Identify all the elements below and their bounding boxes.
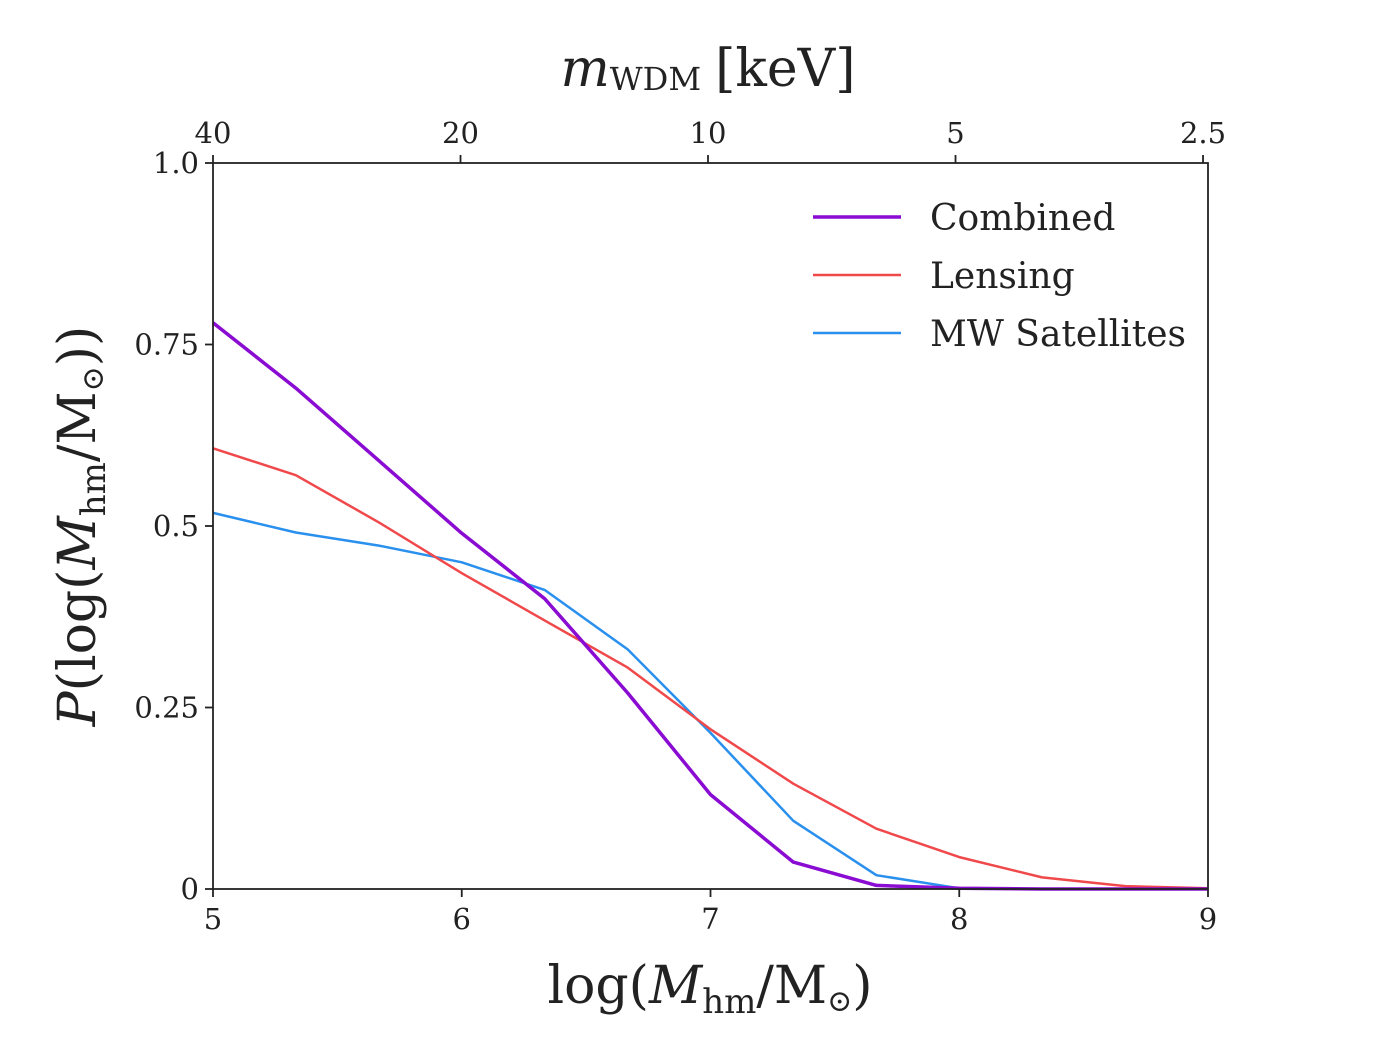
y-tick-label: 0.25	[134, 691, 199, 725]
top-tick-label: 10	[690, 116, 727, 150]
y-tick-label: 0.5	[153, 509, 199, 543]
top-tick-label: 2.5	[1180, 116, 1226, 150]
y-axis-title-sun: ⊙	[76, 366, 111, 391]
x-axis-title-pre: log(	[547, 956, 649, 1016]
x-tick-label: 6	[453, 902, 471, 936]
x-axis-title-post: /M	[756, 956, 827, 1016]
x-axis-title-close: )	[852, 956, 872, 1016]
legend: Combined Lensing MW Satellites	[813, 198, 1186, 355]
legend-label-lensing: Lensing	[930, 256, 1075, 297]
y-axis-ticks: 0 0.25 0.5 0.75 1.0	[134, 146, 213, 906]
series-lines	[211, 321, 1209, 891]
series-line-combined	[211, 321, 1208, 891]
top-axis-title: mWDM [keV]	[560, 39, 855, 99]
series-line-lensing	[212, 447, 1209, 890]
x-tick-label: 5	[204, 902, 222, 936]
x-axis-title: log(Mhm/M⊙)	[547, 956, 872, 1022]
y-axis-title-var: P	[48, 690, 108, 727]
y-axis-title-pre: (log(	[48, 570, 108, 692]
x-tick-label: 8	[950, 902, 968, 936]
top-axis-title-main: m	[560, 39, 609, 99]
x-axis-ticks: 5 6 7 8 9	[204, 889, 1217, 936]
y-tick-label: 0	[181, 872, 199, 906]
top-tick-label: 5	[946, 116, 964, 150]
series-line-mw-satellites	[212, 511, 1208, 891]
y-tick-label: 0.75	[134, 328, 199, 362]
y-axis-title-close: ))	[48, 326, 108, 367]
x-axis-title-sun: ⊙	[827, 984, 852, 1019]
legend-label-combined: Combined	[930, 198, 1115, 239]
y-axis-title: P(log(Mhm/M⊙))	[48, 326, 114, 728]
legend-label-mw-satellites: MW Satellites	[930, 314, 1186, 355]
y-tick-label: 1.0	[153, 146, 199, 180]
x-tick-label: 9	[1199, 902, 1217, 936]
top-tick-label: 40	[195, 116, 232, 150]
top-tick-label: 20	[442, 116, 479, 150]
top-axis-title-units: [keV]	[715, 39, 855, 99]
x-axis-title-var: M	[648, 956, 704, 1016]
y-axis-title-var2: M	[48, 515, 108, 571]
top-axis-title-sub: WDM	[610, 60, 701, 98]
x-axis-title-sub: hm	[702, 982, 756, 1022]
x-tick-label: 7	[701, 902, 719, 936]
y-axis-title-post: /M	[48, 391, 108, 462]
y-axis-title-sub: hm	[74, 462, 114, 516]
top-axis-ticks: 40 20 10 5 2.5	[195, 116, 1226, 163]
